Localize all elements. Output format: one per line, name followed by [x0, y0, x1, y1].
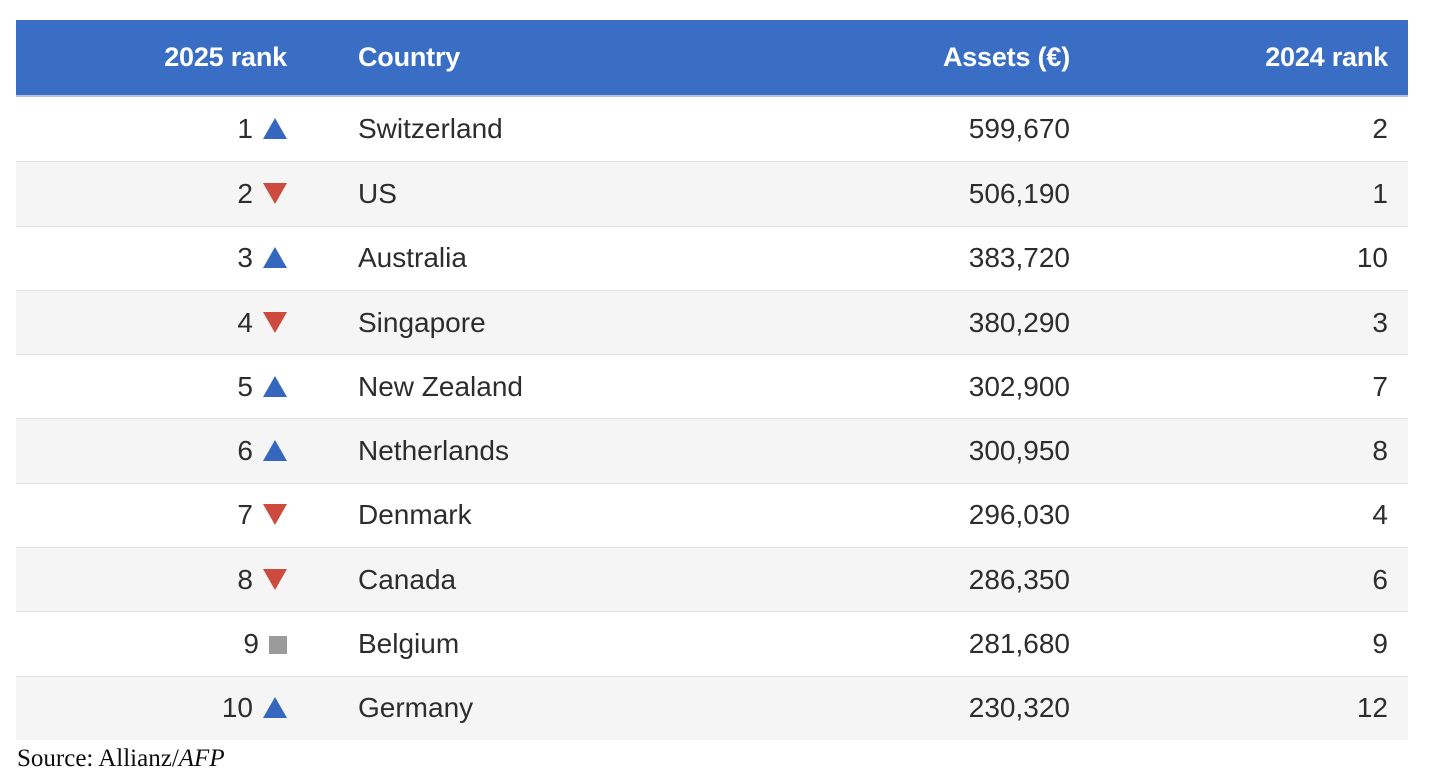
rank-2024-value: 3: [1372, 306, 1388, 338]
source-prefix: Source: Allianz/: [17, 745, 179, 772]
rank-2024-value: 4: [1372, 499, 1388, 531]
assets-value: 383,720: [968, 242, 1070, 274]
rank-2025-value: 7: [237, 499, 253, 531]
assets-value: 300,950: [968, 435, 1070, 467]
source-attribution: Source: Allianz/AFP: [17, 745, 225, 774]
table-row: 6 Netherlands 300,950 8: [16, 418, 1408, 483]
rank-2024-value: 12: [1356, 692, 1388, 724]
assets-value: 281,680: [968, 628, 1070, 660]
column-header-assets: Assets (€): [942, 42, 1070, 72]
country-value: New Zealand: [358, 370, 523, 402]
rank-up-icon: [263, 440, 287, 462]
assets-value: 286,350: [968, 563, 1070, 595]
table-row: 5 New Zealand 302,900 7: [16, 354, 1408, 418]
rank-2025-cell: 9: [16, 628, 300, 660]
column-header-2025-rank: 2025 rank: [164, 42, 287, 72]
country-value: Denmark: [358, 499, 472, 531]
column-header-2024-rank: 2024 rank: [1265, 42, 1388, 72]
assets-value: 230,320: [968, 692, 1070, 724]
rank-2025-value: 9: [243, 628, 259, 660]
assets-value: 599,670: [968, 113, 1070, 145]
rank-2025-cell: 5: [16, 371, 300, 403]
table-body: 1 Switzerland 599,670 2 2 US 506,190 1 3…: [16, 97, 1408, 740]
column-header-country: Country: [358, 42, 461, 72]
rank-2025-cell: 10: [16, 692, 300, 724]
table-row: 3 Australia 383,720 10: [16, 225, 1408, 290]
rank-up-icon: [263, 375, 287, 397]
rank-2025-value: 1: [237, 113, 253, 145]
rank-2025-cell: 6: [16, 435, 300, 467]
rank-2024-value: 7: [1372, 370, 1388, 402]
rank-2025-value: 10: [221, 692, 253, 724]
country-value: Germany: [358, 692, 474, 724]
table-row: 9 Belgium 281,680 9: [16, 611, 1408, 675]
country-value: Netherlands: [358, 435, 509, 467]
rank-2025-value: 3: [237, 242, 253, 274]
rank-2024-value: 10: [1356, 242, 1388, 274]
rank-up-icon: [263, 697, 287, 719]
table-row: 1 Switzerland 599,670 2: [16, 97, 1408, 161]
rank-down-icon: [263, 182, 287, 204]
rank-2025-value: 6: [237, 435, 253, 467]
rank-2024-value: 1: [1372, 177, 1388, 209]
table-row: 7 Denmark 296,030 4: [16, 482, 1408, 547]
rank-2025-value: 2: [237, 177, 253, 209]
rank-2025-value: 4: [237, 306, 253, 338]
assets-value: 302,900: [968, 370, 1070, 402]
rank-2024-value: 2: [1372, 113, 1388, 145]
assets-value: 380,290: [968, 306, 1070, 338]
rank-2025-cell: 1: [16, 113, 300, 145]
rank-2024-value: 8: [1372, 435, 1388, 467]
table-header-row: 2025 rank Country Assets (€) 2024 rank: [16, 20, 1408, 97]
rank-up-icon: [263, 118, 287, 140]
country-value: Australia: [358, 242, 467, 274]
country-value: Switzerland: [358, 113, 503, 145]
country-value: Canada: [358, 563, 457, 595]
table-row: 4 Singapore 380,290 3: [16, 289, 1408, 355]
rank-2024-value: 6: [1372, 563, 1388, 595]
rank-down-icon: [263, 311, 287, 333]
table-row: 10 Germany 230,320 12: [16, 675, 1408, 740]
rank-2025-cell: 3: [16, 242, 300, 274]
rank-2024-value: 9: [1372, 628, 1388, 660]
rank-unchanged-icon: [269, 636, 287, 655]
rank-2025-value: 5: [237, 370, 253, 402]
rank-down-icon: [263, 568, 287, 590]
country-value: Belgium: [358, 628, 460, 660]
table-row: 8 Canada 286,350 6: [16, 547, 1408, 612]
assets-value: 506,190: [968, 177, 1070, 209]
country-value: Singapore: [358, 306, 486, 338]
rank-2025-value: 8: [237, 563, 253, 595]
rank-up-icon: [263, 247, 287, 269]
country-value: US: [358, 177, 397, 209]
wealth-ranking-table: 2025 rank Country Assets (€) 2024 rank 1…: [16, 20, 1408, 740]
rank-down-icon: [263, 504, 287, 526]
rank-2025-cell: 8: [16, 564, 300, 596]
assets-value: 296,030: [968, 499, 1070, 531]
table-row: 2 US 506,190 1: [16, 161, 1408, 226]
rank-2025-cell: 7: [16, 499, 300, 531]
rank-2025-cell: 2: [16, 178, 300, 210]
source-agency: AFP: [178, 745, 225, 772]
rank-2025-cell: 4: [16, 307, 300, 339]
